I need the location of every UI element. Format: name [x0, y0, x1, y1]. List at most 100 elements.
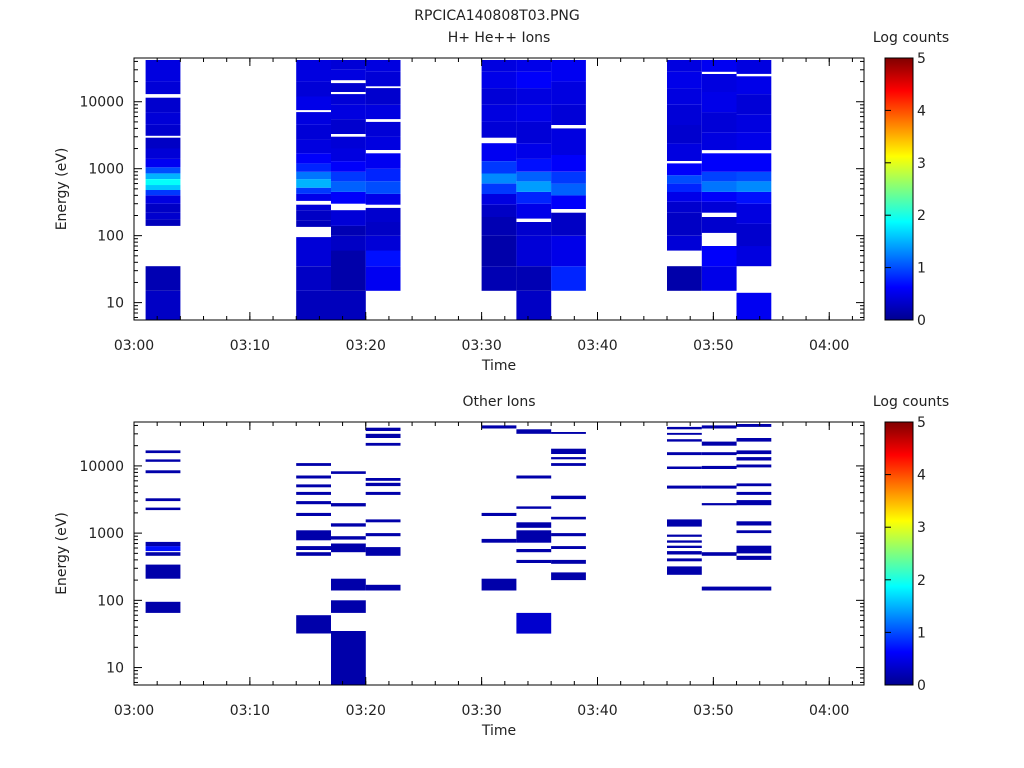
heatmap-cell	[667, 201, 702, 213]
heatmap-cell	[667, 191, 702, 202]
heatmap-cell	[331, 523, 366, 527]
heatmap-cell	[296, 290, 331, 320]
heatmap-cell	[551, 457, 586, 460]
heatmap-cell	[551, 448, 586, 454]
plot-frame	[133, 421, 865, 686]
heatmap-cell	[145, 470, 181, 474]
heatmap-cell	[365, 584, 401, 591]
heatmap-cell	[736, 491, 772, 495]
heatmap-cell	[365, 427, 401, 431]
heatmap-cell	[736, 114, 772, 133]
heatmap-cell	[331, 119, 366, 134]
panel-1: H+ He++ Ions 03:00 03:10 03:20 03:30 03:40 03:…	[54, 30, 949, 374]
heatmap-cell	[145, 552, 181, 556]
heatmap-cell	[736, 153, 772, 172]
heatmap-cell	[736, 500, 772, 506]
heatmap-cell	[551, 212, 586, 236]
heatmap-cell	[296, 484, 331, 488]
heatmap-cell	[296, 139, 331, 154]
heatmap-cell	[516, 71, 552, 89]
heatmap-cell	[145, 137, 181, 149]
heatmap-cell	[365, 482, 401, 487]
heatmap-cell	[296, 210, 331, 221]
heatmap-cell	[551, 60, 586, 82]
y-tick-label: 1000	[88, 526, 124, 542]
heatmap-cell	[365, 136, 401, 150]
x-tick-label: 04:00	[809, 338, 849, 354]
heatmap-cell	[365, 104, 401, 120]
y-tick-label: 10	[106, 661, 124, 677]
heatmap-cell	[701, 441, 737, 446]
heatmap-cell	[145, 498, 181, 502]
heatmap-cell	[701, 92, 737, 113]
heatmap-cell	[516, 429, 552, 434]
heatmap-cell	[667, 175, 702, 184]
y-axis-label: Energy (eV)	[54, 148, 70, 231]
heatmap-cell	[365, 266, 401, 291]
heatmap-cells	[145, 60, 772, 320]
heatmap-cell	[145, 185, 181, 190]
panel-title: H+ He++ Ions	[448, 30, 551, 46]
heatmap-cell	[516, 290, 552, 320]
heatmap-cell	[736, 555, 772, 560]
heatmap-cell	[145, 158, 181, 168]
y-tick-label: 1000	[88, 162, 124, 178]
heatmap-cell	[296, 179, 331, 188]
x-tick-label: 03:20	[346, 703, 386, 719]
heatmap-cell	[701, 112, 737, 133]
x-tick-label: 03:20	[346, 338, 386, 354]
heatmap-cell	[667, 163, 702, 176]
heatmap-cell	[736, 521, 772, 526]
x-tick-label: 03:30	[461, 703, 501, 719]
heatmap-cell	[736, 424, 772, 427]
colorbar-label: Log counts	[873, 394, 949, 410]
heatmap-cell	[481, 235, 517, 267]
heatmap-cell	[516, 266, 552, 291]
x-axis-label: Time	[481, 723, 516, 739]
heatmap-cell	[516, 475, 552, 479]
panel-2: Other Ions 03:00 03:10 03:20 03:30 03:40 03:50…	[54, 394, 949, 739]
heatmap-cell	[365, 250, 401, 267]
heatmap-cell	[331, 171, 366, 182]
heatmap-cell	[331, 69, 366, 81]
x-tick-label: 03:40	[577, 703, 617, 719]
heatmap-cell	[145, 212, 181, 220]
heatmap-cell	[516, 60, 552, 72]
colorbar-tick-label: 4	[917, 468, 926, 484]
heatmap-cell	[736, 94, 772, 115]
heatmap-cell	[516, 522, 552, 528]
heatmap-cell	[701, 586, 737, 591]
heatmap-cell	[701, 425, 737, 429]
heatmap-cell	[331, 210, 366, 226]
heatmap-cell	[516, 88, 552, 105]
heatmap-cell	[551, 104, 586, 125]
heatmap-cell	[331, 600, 366, 613]
heatmap-cell	[296, 512, 331, 516]
x-tick-label: 03:00	[114, 338, 154, 354]
colorbar-tick-label: 0	[917, 313, 926, 329]
heatmap-cell	[516, 158, 552, 172]
y-tick-label: 10000	[79, 459, 124, 475]
heatmap-cell	[331, 181, 366, 192]
heatmap-cell	[481, 204, 517, 217]
heatmap-cell	[736, 203, 772, 224]
colorbar-tick-label: 1	[917, 261, 926, 277]
heatmap-cell	[551, 495, 586, 500]
heatmap-cell	[365, 121, 401, 137]
heatmap-cell	[365, 235, 401, 251]
heatmap-cell	[365, 168, 401, 182]
heatmap-cell	[296, 237, 331, 267]
x-tick-label: 03:10	[230, 338, 270, 354]
x-tick-label: 03:00	[114, 703, 154, 719]
heatmap-cell	[667, 266, 702, 291]
heatmap-cell	[736, 586, 772, 591]
heatmap-cell	[365, 491, 401, 495]
heatmap-cell	[667, 534, 702, 537]
heatmap-cell	[516, 104, 552, 122]
colorbar-tick-label: 3	[917, 156, 926, 172]
x-tick-label: 03:50	[693, 338, 733, 354]
heatmap-cell	[145, 190, 181, 196]
heatmap-cell	[736, 181, 772, 192]
heatmap-cell	[551, 266, 586, 291]
heatmap-cell	[701, 60, 737, 72]
